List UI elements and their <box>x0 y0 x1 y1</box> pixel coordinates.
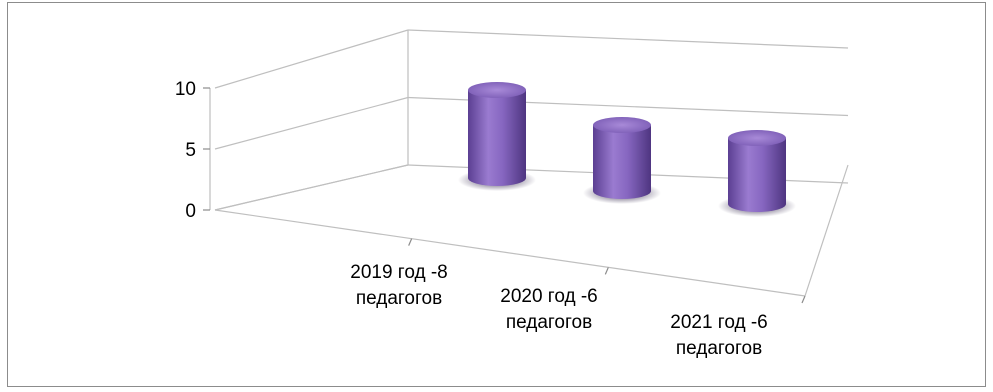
category-label-3-line-1: 2021 год -6 <box>670 312 767 333</box>
category-label-2: 2020 год -6 педагогов <box>500 286 597 333</box>
bar-body-1 <box>468 90 526 186</box>
category-labels: 2019 год -8 педагогов 2020 год -6 педагогов… <box>350 262 767 359</box>
chart-frame <box>7 2 986 387</box>
bar-body-2 <box>593 125 651 199</box>
bar-top-2 <box>593 117 651 133</box>
gridline-left-10 <box>214 29 409 89</box>
floor-right-edge <box>804 164 849 297</box>
x-tick-mark-2 <box>801 295 806 304</box>
y-tick-label-5: 5 <box>185 140 196 161</box>
category-label-3: 2021 год -6 педагогов <box>670 312 767 359</box>
bars <box>458 82 796 217</box>
category-label-3-line-2: педагогов <box>676 338 762 359</box>
category-label-2-line-1: 2020 год -6 <box>500 286 597 307</box>
bar-3 <box>718 130 796 217</box>
floor-front-edge <box>214 209 806 297</box>
bar-top-1 <box>468 82 526 98</box>
bar-2 <box>583 117 661 204</box>
bar-top-3 <box>728 130 786 146</box>
y-tick-label-0: 0 <box>185 201 196 222</box>
category-label-1-line-1: 2019 год -8 <box>350 262 447 283</box>
category-label-1: 2019 год -8 педагогов <box>350 262 447 309</box>
gridline-back-10 <box>407 29 849 49</box>
gridline-left-0 <box>214 164 409 211</box>
x-tick-mark-1 <box>604 267 609 275</box>
y-tick-label-10: 10 <box>175 79 196 100</box>
gridline-left-5 <box>214 96 409 150</box>
y-axis-ticks: 0 5 10 <box>175 79 210 222</box>
category-label-2-line-2: педагогов <box>506 312 592 333</box>
bar-1 <box>458 82 536 191</box>
category-label-1-line-2: педагогов <box>356 288 442 309</box>
bar-body-3 <box>728 138 786 212</box>
x-axis-ticks <box>408 238 806 304</box>
x-tick-mark-0 <box>408 238 413 246</box>
